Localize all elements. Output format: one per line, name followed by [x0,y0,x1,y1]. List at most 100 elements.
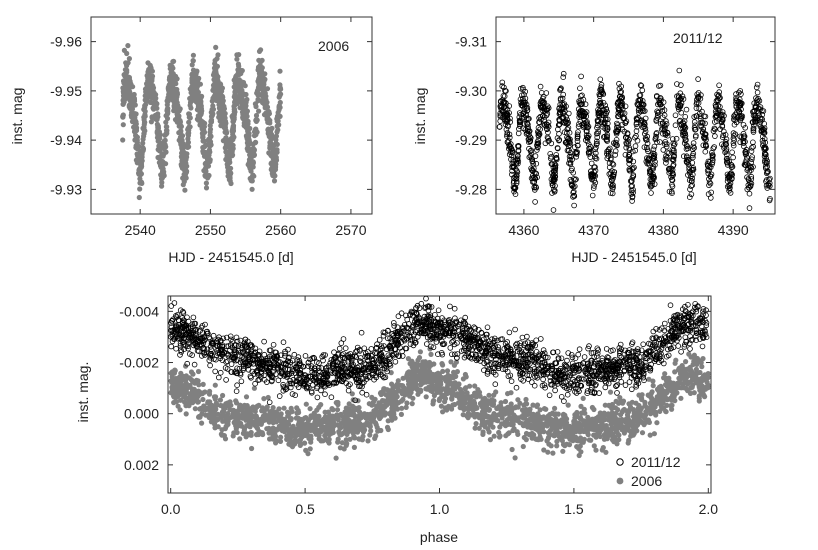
data-point [235,61,241,67]
data-point [571,202,577,209]
data-point [685,366,691,372]
data-point [351,444,357,450]
data-point [156,129,162,135]
data-point [225,162,231,168]
data-point [746,190,753,197]
data-point [205,175,211,181]
data-point [131,124,137,130]
data-point [273,148,279,154]
data-point [606,145,613,152]
data-point [220,392,226,399]
data-point [140,140,146,146]
data-point [335,399,341,406]
data-point [651,431,658,437]
data-point [217,397,223,403]
data-point [467,383,473,389]
data-point [263,110,269,116]
data-point [255,67,261,73]
data-point [210,103,216,109]
data-point [597,76,604,83]
data-point [155,123,161,129]
data-point [147,69,153,75]
y-axis-title: inst. mag [412,88,428,145]
data-point [120,137,126,143]
data-point [206,391,213,397]
data-point [232,88,239,94]
data-point [149,76,155,82]
data-point [402,392,408,398]
data-point [620,398,627,404]
data-point [194,116,200,122]
data-point [230,407,237,413]
data-point [662,371,668,377]
data-point [254,117,260,123]
data-point [678,395,684,401]
data-point [470,407,476,413]
data-point [121,85,127,92]
data-point [574,423,580,430]
data-point [227,399,233,405]
x-axis-title: HJD - 2451545.0 [d] [571,249,696,265]
data-point [288,405,294,411]
data-point [169,379,175,385]
data-point [496,124,503,130]
data-point [234,56,240,62]
data-point [335,436,341,442]
data-point [173,81,179,87]
data-point [277,104,283,111]
data-point [509,446,515,453]
data-point [189,75,195,82]
data-point [211,85,217,91]
data-point [560,448,566,454]
panel-2006-lightcurve: 2540 2550 2560 2570-9.96-9.95-9.94-9.93 200… [9,16,373,265]
data-point [730,154,736,161]
data-point [224,130,230,136]
data-point [271,178,278,184]
data-point [599,447,605,453]
data-point [696,398,702,404]
data-point [299,434,305,440]
data-point [251,152,257,158]
data-point [261,396,267,402]
data-point [431,398,437,404]
data-point [616,400,622,406]
data-point [606,430,612,436]
data-point [248,178,254,184]
data-point [249,186,255,192]
data-point [644,417,650,423]
data-point [190,52,196,58]
data-point [686,351,692,357]
data-point [417,349,423,355]
data-point [236,52,242,58]
data-point [263,86,269,92]
data-point [232,102,238,108]
data-point [147,89,153,95]
data-point [185,401,192,407]
data-point [187,102,193,108]
data-point [197,109,203,115]
data-point [687,186,693,193]
data-point [140,125,146,131]
data-point [230,136,236,142]
data-point [228,180,234,187]
data-point [163,149,169,155]
x-tick-label: 2570 [335,222,366,238]
data-point [293,415,299,421]
data-point [474,411,480,418]
data-point [177,407,183,413]
data-point [308,436,314,442]
data-point [158,173,164,179]
data-point [527,431,533,437]
data-point [245,142,251,148]
data-point [207,136,213,142]
data-point [222,413,228,419]
data-point [690,143,696,150]
data-point [157,140,163,146]
data-point [567,176,574,183]
data-point [671,141,678,147]
data-point [242,83,248,89]
data-point [416,355,423,361]
data-point [170,59,176,65]
